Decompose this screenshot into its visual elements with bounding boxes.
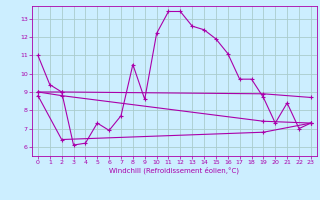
X-axis label: Windchill (Refroidissement éolien,°C): Windchill (Refroidissement éolien,°C)	[109, 167, 239, 174]
